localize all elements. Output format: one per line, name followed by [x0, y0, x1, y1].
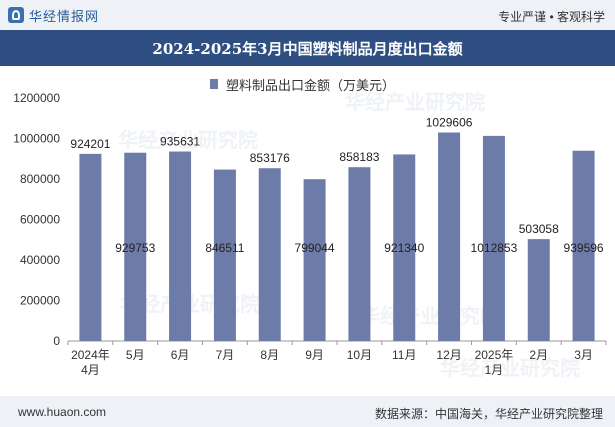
data-label: 858183 — [339, 150, 379, 164]
data-label: 799044 — [295, 241, 335, 255]
data-label: 929753 — [115, 241, 155, 255]
logo-text: 华经情报网 — [29, 8, 100, 24]
y-tick-label: 0 — [53, 334, 60, 348]
logo: 华经情报网 — [8, 7, 100, 24]
data-label: 1029606 — [426, 116, 473, 130]
data-label: 1012853 — [471, 241, 518, 255]
y-tick-label: 800000 — [20, 172, 60, 186]
y-tick-label: 600000 — [20, 213, 60, 227]
x-tick-label: 11月 — [392, 348, 416, 362]
top-bar: 华经情报网 专业严谨 • 客观科学 — [0, 0, 615, 30]
x-tick-label: 8月 — [260, 348, 279, 362]
bar — [169, 151, 192, 341]
data-label: 503058 — [519, 222, 559, 236]
data-label: 921340 — [384, 241, 424, 255]
x-tick-label: 5月 — [126, 348, 145, 362]
legend-label: 塑料制品出口金额（万美元） — [226, 77, 396, 93]
data-label: 853176 — [250, 151, 290, 165]
data-label: 939596 — [564, 241, 604, 255]
data-label: 924201 — [70, 137, 110, 151]
footer-bar — [0, 396, 615, 427]
data-label: 846511 — [205, 241, 244, 255]
y-tick-label: 1200000 — [13, 91, 60, 105]
chart-title: 2024-2025年3月中国塑料制品月度出口金额 — [152, 40, 463, 58]
footer-source: 数据来源：中国海关，华经产业研究院整理 — [374, 407, 603, 421]
bar — [527, 239, 550, 341]
tagline: 专业严谨 • 客观科学 — [498, 10, 605, 24]
y-tick-label: 400000 — [20, 253, 60, 267]
x-tick-label: 9月 — [305, 348, 324, 362]
bar — [258, 168, 281, 341]
footer-website: www.huaon.com — [18, 405, 107, 419]
x-tick-label: 12月 — [436, 348, 461, 362]
bar — [213, 169, 236, 341]
data-label: 935631 — [160, 135, 200, 149]
bar — [79, 153, 102, 341]
x-tick-label: 2024年 4月 — [71, 348, 110, 377]
bar — [482, 135, 505, 341]
bar — [572, 150, 595, 341]
x-tick-label: 6月 — [171, 348, 190, 362]
x-tick-label: 2025年 1月 — [475, 348, 514, 377]
bar — [438, 132, 461, 341]
bar — [124, 152, 147, 341]
chart-legend: 塑料制品出口金额（万美元） — [210, 76, 396, 93]
x-tick-label: 10月 — [347, 348, 372, 362]
x-tick-label: 2月 — [529, 348, 548, 362]
bar — [348, 167, 371, 341]
x-tick-label: 7月 — [216, 348, 235, 362]
bar — [393, 154, 416, 341]
title-bar — [0, 30, 615, 66]
x-tick-label: 3月 — [574, 348, 593, 362]
logo-icon — [8, 7, 24, 23]
bar — [303, 179, 326, 341]
y-tick-label: 1000000 — [13, 132, 60, 146]
legend-swatch — [210, 79, 218, 89]
y-tick-label: 200000 — [20, 294, 60, 308]
